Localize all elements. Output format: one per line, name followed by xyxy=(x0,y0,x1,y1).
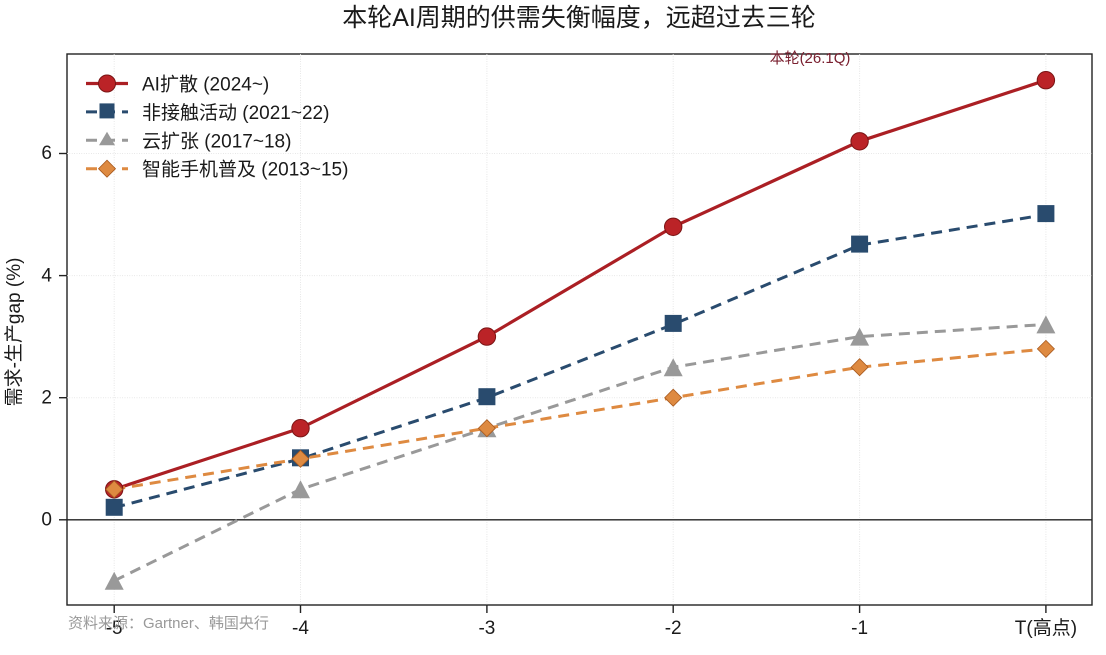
svg-text:-2: -2 xyxy=(665,618,682,639)
svg-text:智能手机普及 (2013~15): 智能手机普及 (2013~15) xyxy=(142,159,348,181)
svg-text:-1: -1 xyxy=(851,618,868,639)
svg-text:需求-生产gap (%): 需求-生产gap (%) xyxy=(3,258,25,407)
svg-text:本轮(26.1Q): 本轮(26.1Q) xyxy=(770,50,851,67)
svg-text:2: 2 xyxy=(41,387,52,408)
svg-text:本轮AI周期的供需失衡幅度，远超过去三轮: 本轮AI周期的供需失衡幅度，远超过去三轮 xyxy=(342,4,816,32)
svg-text:T(高点): T(高点) xyxy=(1015,617,1077,639)
svg-text:4: 4 xyxy=(41,265,52,286)
svg-text:6: 6 xyxy=(41,143,52,164)
svg-text:资料来源：Gartner、韩国央行: 资料来源：Gartner、韩国央行 xyxy=(68,615,269,632)
svg-text:0: 0 xyxy=(41,510,52,531)
svg-text:云扩张 (2017~18): 云扩张 (2017~18) xyxy=(142,130,291,152)
svg-text:AI扩散 (2024~): AI扩散 (2024~) xyxy=(142,74,269,96)
svg-text:非接触活动 (2021~22): 非接触活动 (2021~22) xyxy=(142,102,329,124)
svg-text:-4: -4 xyxy=(292,618,309,639)
svg-text:-3: -3 xyxy=(478,618,495,639)
